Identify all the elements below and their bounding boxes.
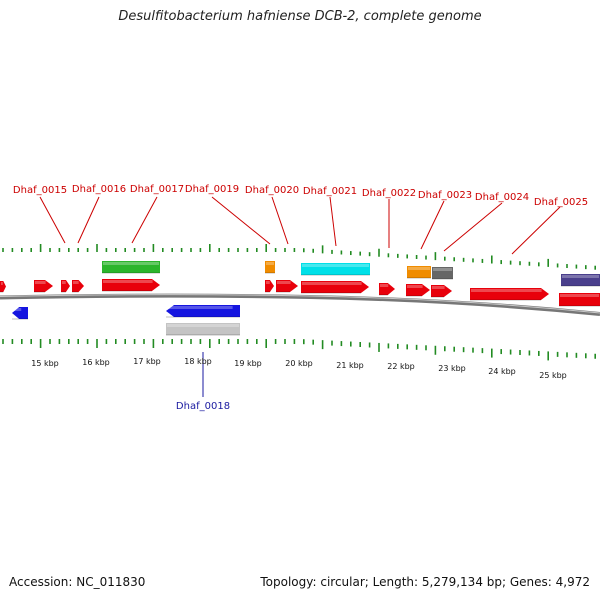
gene-features bbox=[0, 261, 600, 336]
scale-label: 18 kbp bbox=[184, 357, 212, 366]
gene-feature bbox=[276, 280, 298, 293]
gene-feature bbox=[301, 263, 370, 276]
gene-feature bbox=[0, 281, 6, 293]
leader-line bbox=[329, 196, 337, 247]
gene-feature bbox=[407, 266, 431, 279]
gene-label: Dhaf_0016 bbox=[72, 184, 126, 195]
scale-label: 19 kbp bbox=[234, 359, 262, 368]
gene-feature bbox=[431, 285, 452, 298]
gene-label-text: Dhaf_0015 Dhaf_0016 Dhaf_0017 Dhaf_0019 Dhaf… bbox=[13, 184, 588, 412]
gene-feature bbox=[265, 261, 275, 274]
gene-feature bbox=[166, 323, 240, 336]
genome-summary: Topology: circular; Length: 5,279,134 bp… bbox=[260, 575, 590, 589]
scale-label: 21 kbp bbox=[336, 361, 364, 370]
leader-line bbox=[443, 202, 503, 252]
gene-label: Dhaf_0018 bbox=[176, 401, 230, 412]
leader-line bbox=[420, 200, 445, 250]
map-title: Desulfitobacterium hafniense DCB-2, comp… bbox=[118, 9, 482, 24]
gene-feature bbox=[379, 283, 395, 296]
tick-row-top bbox=[2, 244, 597, 270]
scale-label: 17 kbp bbox=[133, 357, 161, 366]
genome-backbone-highlight bbox=[0, 294, 600, 314]
gene-label: Dhaf_0023 bbox=[418, 190, 472, 201]
scale-label: 20 kbp bbox=[285, 359, 313, 368]
scale-label: 15 kbp bbox=[31, 359, 59, 368]
scale-label: 24 kbp bbox=[488, 367, 516, 376]
scale-label: 25 kbp bbox=[539, 371, 567, 380]
label-leaders bbox=[39, 196, 561, 397]
gene-feature bbox=[559, 293, 600, 307]
gene-feature bbox=[72, 280, 84, 293]
leader-line bbox=[511, 206, 561, 255]
leader-line bbox=[39, 196, 66, 244]
gene-label: Dhaf_0020 bbox=[245, 185, 299, 196]
gene-feature bbox=[61, 280, 70, 293]
gene-feature bbox=[102, 261, 160, 274]
gene-feature bbox=[470, 288, 549, 301]
gene-feature bbox=[432, 267, 453, 280]
gene-feature bbox=[34, 280, 53, 293]
gene-label: Dhaf_0021 bbox=[303, 186, 357, 197]
gene-label: Dhaf_0025 bbox=[534, 197, 588, 208]
leader-line bbox=[77, 196, 100, 244]
scale-labels: 15 kbp 16 kbp 17 kbp 18 kbp 19 kbp 20 kbp 21 k… bbox=[31, 357, 567, 380]
gene-feature bbox=[301, 281, 369, 294]
scale-label: 23 kbp bbox=[438, 364, 466, 373]
gene-feature bbox=[102, 279, 160, 292]
gene-feature bbox=[166, 305, 240, 318]
scale-label: 22 kbp bbox=[387, 362, 415, 371]
accession: Accession: NC_011830 bbox=[9, 575, 146, 589]
gene-feature bbox=[265, 280, 274, 293]
leader-line bbox=[211, 196, 271, 245]
gene-label: Dhaf_0015 bbox=[13, 185, 67, 196]
leader-line bbox=[271, 196, 289, 245]
gene-feature bbox=[406, 284, 430, 297]
leader-line bbox=[131, 196, 158, 244]
genome-backbone bbox=[0, 293, 600, 316]
gene-feature bbox=[12, 307, 28, 320]
gene-label: Dhaf_0022 bbox=[362, 188, 416, 199]
gene-label: Dhaf_0024 bbox=[475, 192, 529, 203]
scale-label: 16 kbp bbox=[82, 358, 110, 367]
gene-label: Dhaf_0019 bbox=[185, 184, 239, 195]
tick-row-bottom bbox=[2, 339, 597, 361]
gene-label: Dhaf_0017 bbox=[130, 184, 184, 195]
gene-feature bbox=[561, 274, 600, 287]
